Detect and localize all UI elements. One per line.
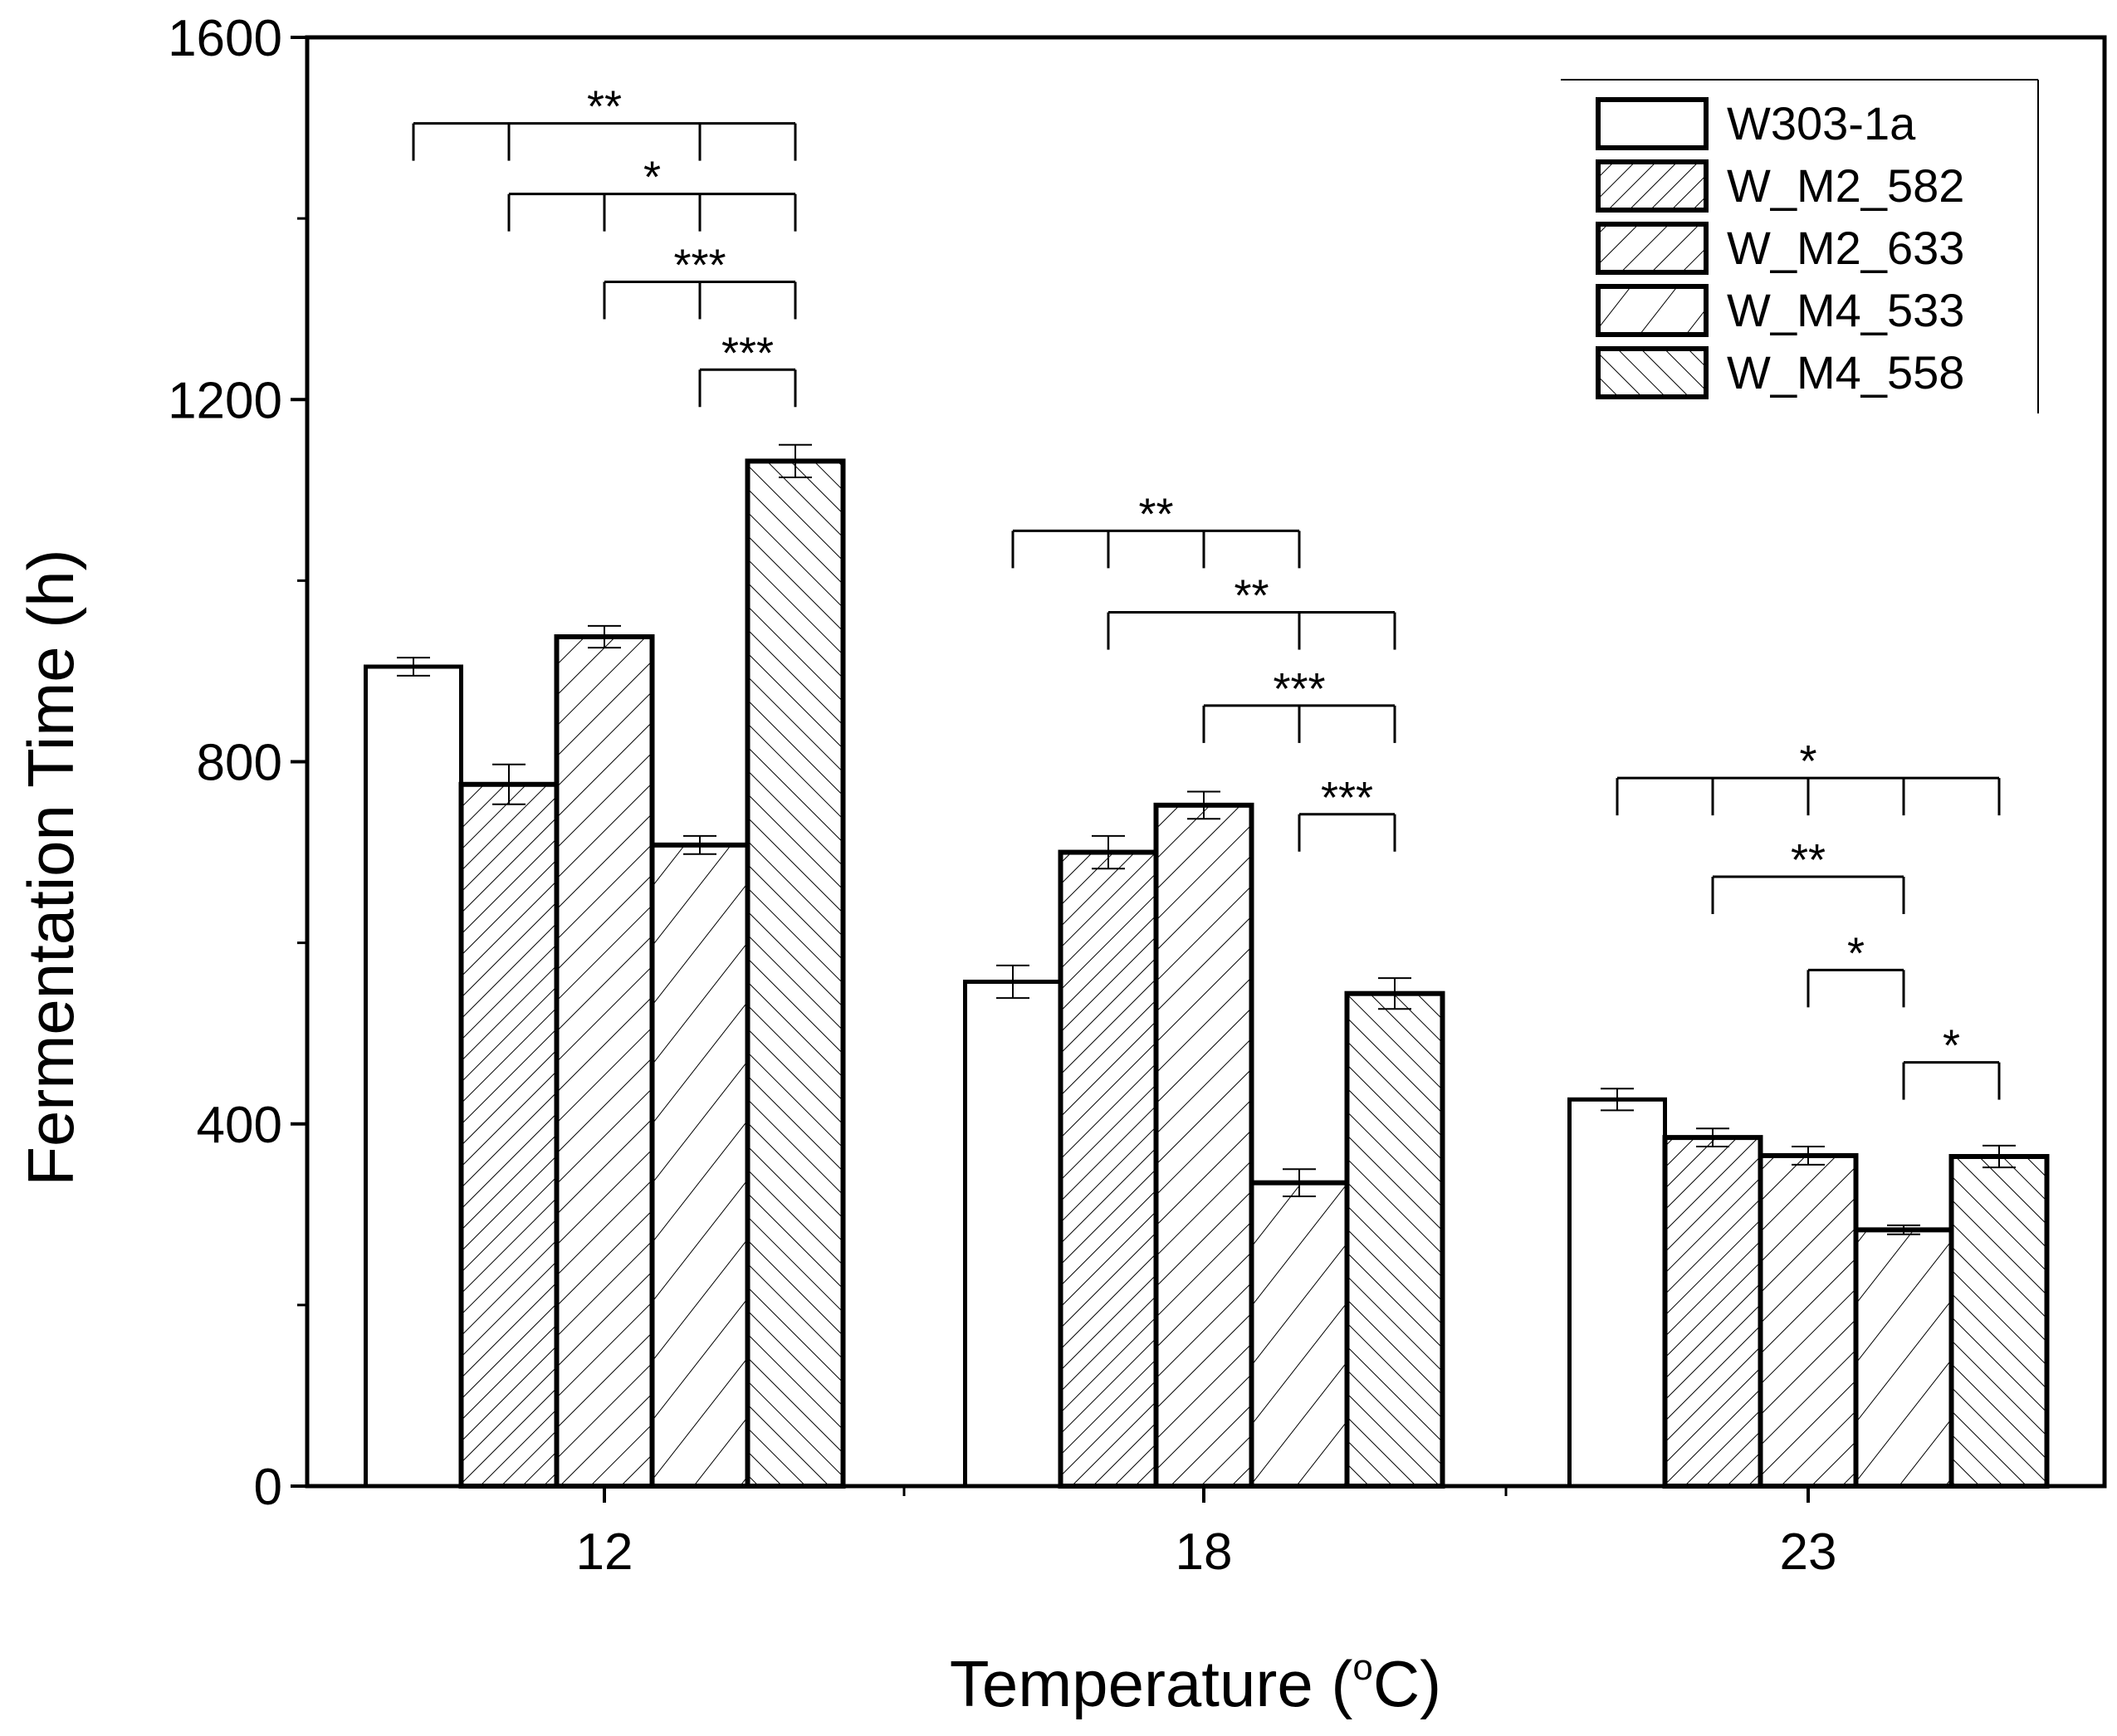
axes-layer: 0 400 800 1200 1600 12 18 23 bbox=[168, 10, 1836, 1581]
significance-label: * bbox=[643, 153, 661, 203]
y-tick-label: 800 bbox=[197, 735, 282, 792]
legend-label: W_M2_582 bbox=[1727, 159, 1964, 212]
significance-label: *** bbox=[1273, 664, 1325, 714]
legend-swatch bbox=[1596, 159, 1709, 213]
significance-label: *** bbox=[673, 240, 726, 290]
bar bbox=[1153, 802, 1254, 1489]
bar bbox=[1758, 1152, 1859, 1489]
bar bbox=[649, 842, 750, 1489]
bar bbox=[1662, 1135, 1763, 1489]
legend-swatch bbox=[1596, 284, 1709, 337]
significance-label: ** bbox=[1138, 489, 1173, 539]
bar bbox=[364, 664, 463, 1489]
x-tick-label: 12 bbox=[576, 1523, 633, 1581]
significance-label: ** bbox=[1791, 835, 1826, 885]
legend-swatch bbox=[1596, 346, 1709, 399]
significance-layer: ************************ bbox=[412, 82, 2001, 1100]
legend-label: W_M2_633 bbox=[1727, 222, 1964, 274]
legend-swatch bbox=[1596, 222, 1709, 275]
x-axis-title-main: Temperature ( bbox=[950, 1647, 1353, 1720]
bar bbox=[1567, 1097, 1667, 1489]
legend-items: W303-1a W_M2_582 W_M2_633 W_M4_533 W_M4_558 bbox=[1596, 97, 1964, 399]
y-tick-label: 0 bbox=[254, 1459, 282, 1516]
bar bbox=[745, 458, 846, 1489]
significance-label: *** bbox=[721, 328, 774, 378]
legend-label: W_M4_533 bbox=[1727, 284, 1964, 336]
x-axis-title: Temperature (oC) bbox=[950, 1647, 1441, 1720]
bar bbox=[554, 633, 655, 1489]
significance-label: * bbox=[1799, 736, 1816, 786]
bar bbox=[1853, 1227, 1954, 1489]
y-axis-title: Fermentation Time (h) bbox=[14, 549, 87, 1186]
significance-label: ** bbox=[587, 82, 622, 132]
x-axis-title-degree: o bbox=[1352, 1647, 1372, 1688]
bar bbox=[458, 781, 560, 1489]
significance-label: * bbox=[1847, 928, 1865, 978]
bar bbox=[963, 980, 1063, 1489]
bar bbox=[1058, 849, 1159, 1489]
legend-swatch bbox=[1596, 97, 1709, 150]
bar bbox=[1344, 990, 1445, 1489]
significance-label: *** bbox=[1321, 773, 1373, 823]
significance-label: * bbox=[1943, 1021, 1960, 1071]
y-tick-label: 1200 bbox=[168, 372, 282, 429]
x-tick-label: 23 bbox=[1780, 1523, 1837, 1581]
error-bars-layer bbox=[397, 443, 2016, 1235]
y-tick-label: 400 bbox=[197, 1097, 282, 1154]
significance-label: ** bbox=[1234, 571, 1269, 621]
bar bbox=[1249, 1180, 1350, 1489]
legend-label: W303-1a bbox=[1727, 97, 1916, 149]
bars-layer bbox=[364, 458, 2050, 1489]
y-tick-label: 1600 bbox=[168, 10, 282, 67]
x-tick-label: 18 bbox=[1176, 1523, 1233, 1581]
legend-label: W_M4_558 bbox=[1727, 346, 1964, 399]
legend: W303-1a W_M2_582 W_M2_633 W_M4_533 W_M4_558 bbox=[1561, 79, 2039, 413]
bar bbox=[1948, 1154, 2050, 1489]
x-axis-title-unit: C) bbox=[1373, 1647, 1441, 1720]
